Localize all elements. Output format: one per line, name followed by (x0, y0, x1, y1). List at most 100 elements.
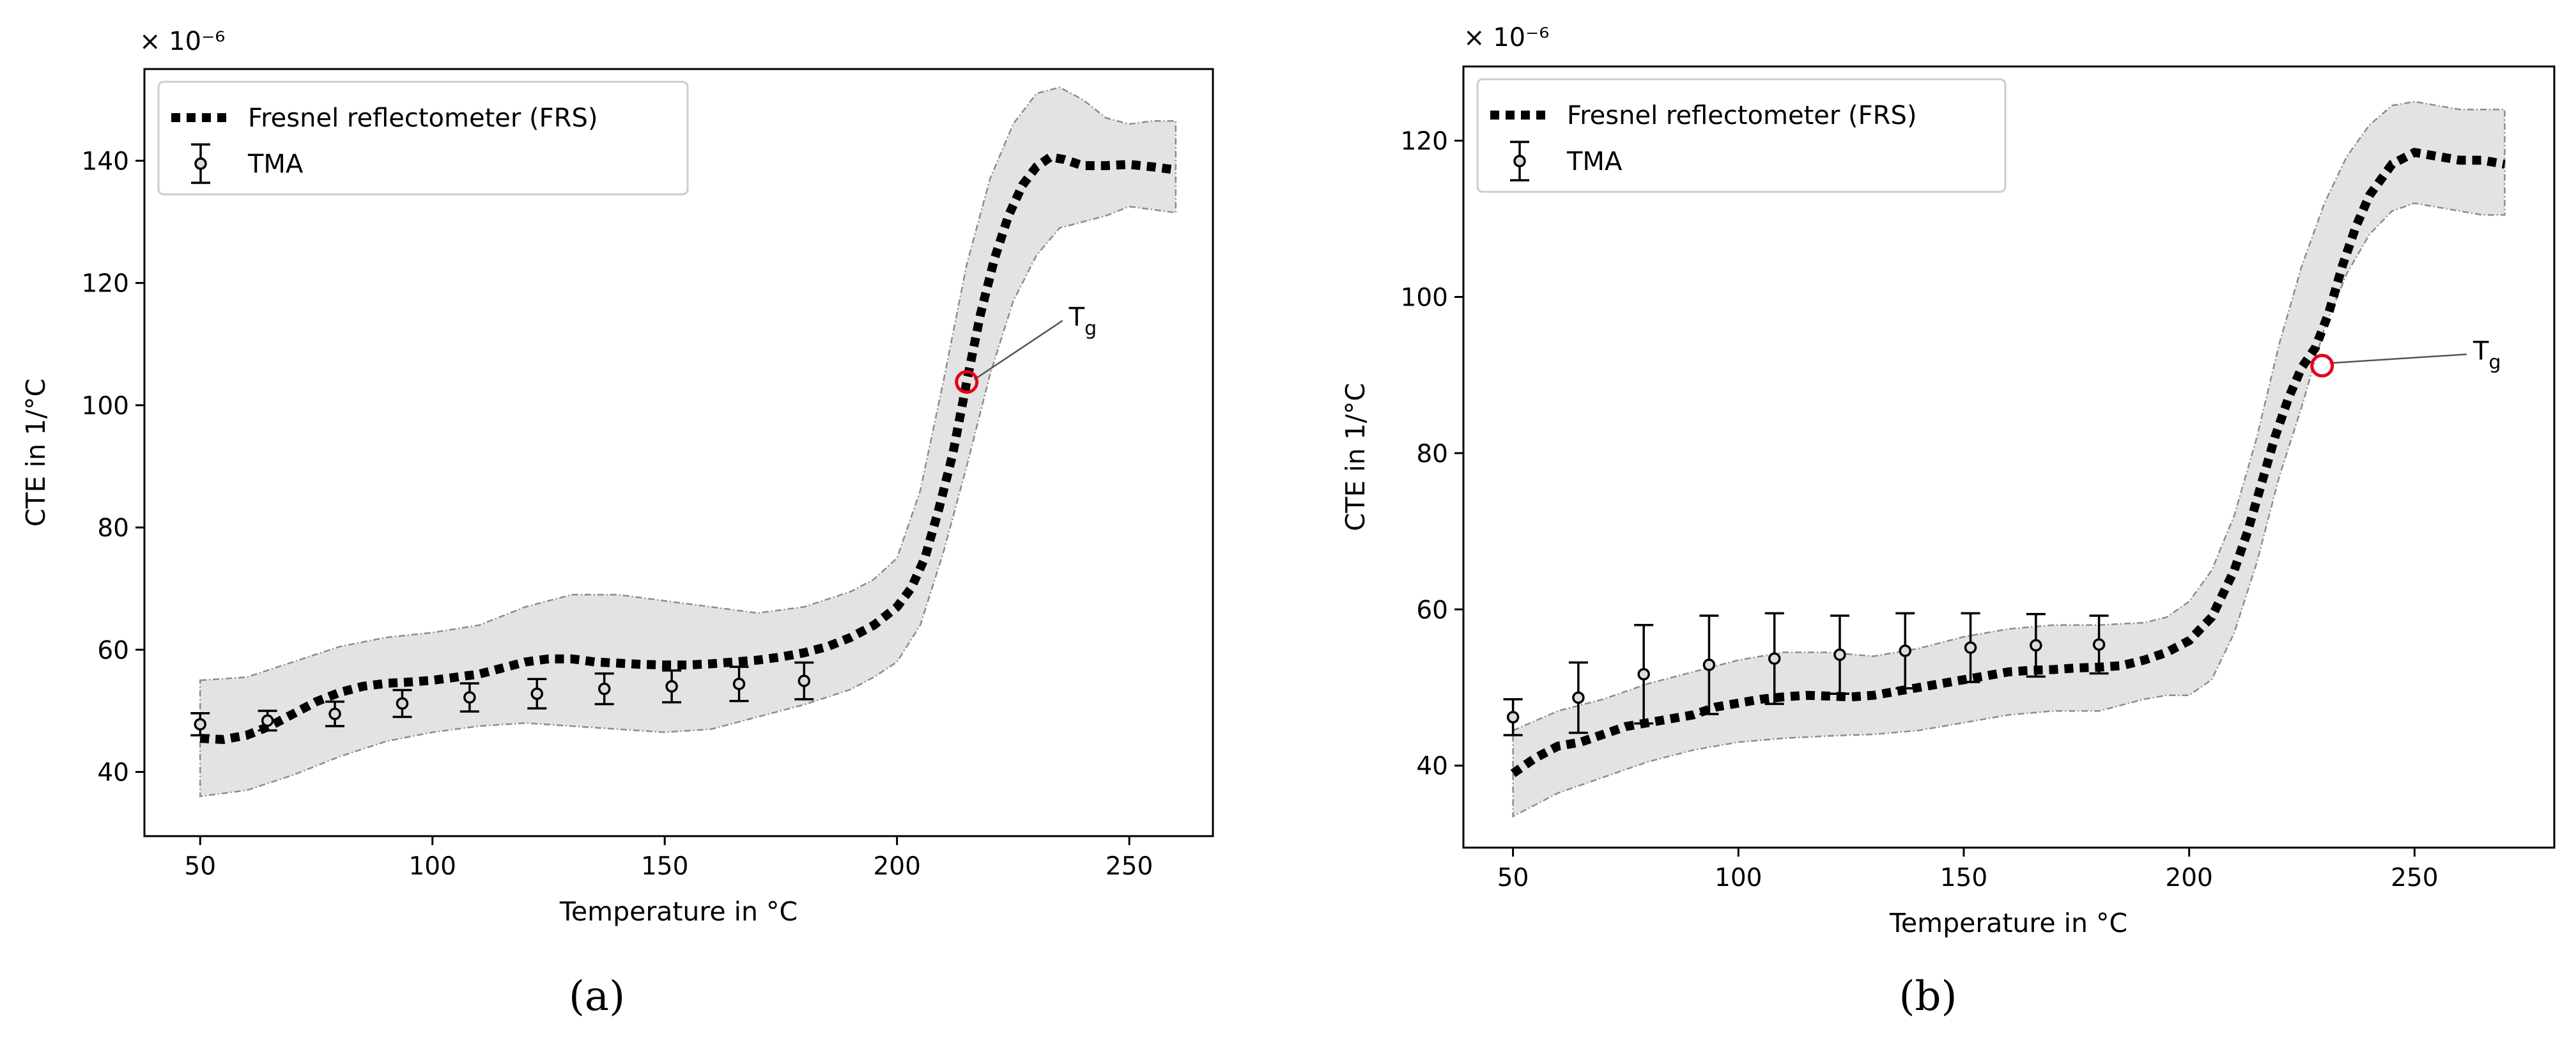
x-tick-label: 150 (1940, 864, 1987, 892)
tma-marker (598, 682, 611, 695)
frs-line (1510, 148, 2506, 777)
y-tick-label: 80 (1416, 440, 1448, 469)
tma-marker (1637, 667, 1650, 681)
panel-a-line-layer (199, 152, 1176, 744)
tma-marker (1768, 652, 1781, 665)
y-tick-label: 120 (1401, 127, 1448, 156)
tma-marker (396, 697, 409, 710)
y-tick-label: 100 (82, 392, 129, 421)
x-tick-label: 250 (2391, 864, 2438, 892)
tma-marker (463, 691, 476, 704)
tma-point (662, 669, 682, 704)
tma-point (459, 682, 479, 713)
panel-b-y-axis-label: CTE in 1/°C (1340, 383, 1371, 531)
tg-leader-line (974, 320, 1063, 380)
tma-point (1830, 614, 1849, 695)
tg-leader-line (2329, 354, 2467, 364)
x-tick-label: 150 (641, 852, 688, 881)
legend-tma-label: TMA (1566, 147, 1623, 176)
panel-a-x-axis-label: Temperature in °C (559, 896, 798, 927)
panel-a-caption: (a) (569, 973, 625, 1020)
tma-marker (530, 687, 544, 700)
tma-marker (1964, 641, 1977, 654)
y-tick-label: 60 (97, 636, 129, 665)
panel-b-scale-label: × 10⁻⁶ (1463, 23, 1549, 52)
x-tick-label: 250 (1106, 852, 1153, 881)
tg-subscript: g (2488, 351, 2501, 373)
tma-point (729, 665, 749, 703)
y-tick-label: 120 (82, 270, 129, 299)
panel-b-tma-layer (1503, 612, 2109, 736)
tma-marker (1899, 644, 1912, 657)
legend-tma-swatch-marker (194, 157, 207, 170)
tma-point (258, 710, 277, 732)
panel-b-x-axis-label: Temperature in °C (1889, 908, 2127, 938)
panel-b-line-layer (1510, 148, 2506, 777)
x-tick-label: 200 (873, 852, 920, 881)
tma-point (2026, 612, 2046, 678)
tma-point (794, 661, 814, 701)
tma-marker (194, 718, 206, 731)
panel-a-y-axis-label: CTE in 1/°C (20, 378, 51, 527)
legend-tma-label: TMA (247, 150, 304, 179)
tma-marker (798, 674, 811, 687)
tma-marker (2092, 638, 2106, 651)
panel-a-band-layer (199, 86, 1177, 798)
tma-point (1568, 661, 1588, 734)
y-tick-label: 80 (97, 514, 129, 543)
tma-marker (261, 714, 274, 727)
tma-marker (1506, 711, 1520, 724)
legend-box (1476, 78, 2007, 193)
x-tick-label: 50 (184, 852, 216, 881)
tma-marker (1572, 691, 1585, 704)
tma-point (325, 700, 345, 727)
x-tick-label: 50 (1497, 864, 1529, 892)
y-tick-label: 100 (1401, 283, 1448, 312)
panel-b-caption: (b) (1899, 973, 1957, 1020)
tma-marker (732, 678, 746, 690)
panel-b-x-ticks: 50 100 150 200 250 (1497, 848, 2439, 892)
panel-a-legend: Fresnel reflectometer (FRS) TMA (157, 81, 689, 196)
tg-marker (2310, 354, 2334, 378)
frs-line (199, 152, 1176, 744)
tma-point (594, 672, 614, 706)
x-tick-label: 100 (1715, 864, 1762, 892)
legend-frs-label: Fresnel reflectometer (FRS) (1567, 101, 1917, 130)
tg-marker (955, 370, 979, 394)
tma-marker (328, 708, 341, 720)
tma-point (1961, 612, 1980, 683)
tma-point (1503, 698, 1523, 736)
tma-point (1895, 612, 1915, 690)
y-tick-label: 40 (1416, 752, 1448, 781)
legend-tma-swatch-marker (1513, 155, 1526, 167)
frs-uncertainty-band (199, 86, 1177, 798)
tma-marker (665, 680, 678, 693)
x-tick-label: 100 (408, 852, 456, 881)
panel-b-legend: Fresnel reflectometer (FRS) TMA (1476, 78, 2007, 193)
y-tick-label: 60 (1416, 596, 1448, 625)
legend-frs-label: Fresnel reflectometer (FRS) (248, 104, 598, 133)
tma-marker (1702, 658, 1716, 671)
tma-point (1634, 623, 1654, 725)
tma-point (2089, 614, 2109, 675)
tma-marker (1833, 648, 1846, 661)
tg-subscript: g (1084, 318, 1097, 340)
panel-b-y-ticks: 40 60 80 100 120 (1401, 127, 1463, 781)
panel-a-tma-layer (190, 661, 814, 736)
tma-point (1764, 612, 1784, 705)
tma-point (527, 678, 547, 710)
legend-box (157, 81, 689, 196)
tma-point (392, 688, 412, 719)
x-tick-label: 200 (2165, 864, 2212, 892)
panel-a-x-ticks: 50 100 150 200 250 (184, 836, 1153, 881)
tma-point (190, 712, 210, 736)
y-tick-label: 40 (97, 759, 129, 788)
tma-marker (2030, 639, 2042, 652)
panel-a-scale-label: × 10⁻⁶ (139, 27, 225, 56)
y-tick-label: 140 (82, 147, 129, 176)
tma-point (1699, 614, 1719, 715)
panel-a-y-ticks: 40 60 80 100 120 140 (82, 147, 144, 788)
